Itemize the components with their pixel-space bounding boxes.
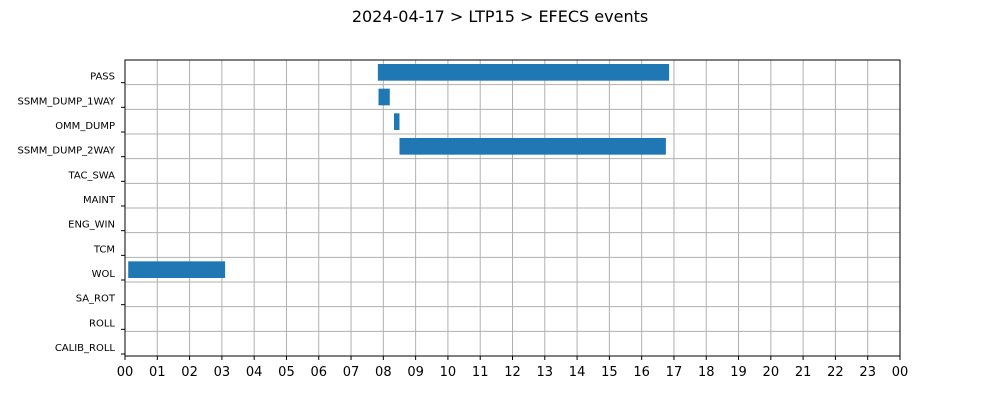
x-tick-label: 04 xyxy=(246,365,263,380)
chart-title: 2024-04-17 > LTP15 > EFECS events xyxy=(352,7,648,26)
x-tick-label: 06 xyxy=(310,365,327,380)
x-tick-label: 05 xyxy=(278,365,295,380)
x-tick-label: 18 xyxy=(698,365,715,380)
x-tick-label: 17 xyxy=(666,365,683,380)
bar-omm-dump xyxy=(393,113,400,130)
y-tick-label: WOL xyxy=(92,269,116,280)
x-tick-label: 19 xyxy=(730,365,747,380)
x-tick-label: 11 xyxy=(472,365,489,380)
x-tick-label: 02 xyxy=(181,365,198,380)
grid-layer xyxy=(124,60,901,356)
x-tick-label: 00 xyxy=(892,365,909,380)
y-tick-label: OMM_DUMP xyxy=(55,121,115,132)
bar-ssmm-dump-1way xyxy=(378,88,390,106)
x-tick-label: 00 xyxy=(117,365,134,380)
x-tick-label: 20 xyxy=(763,365,780,380)
x-tick-label: 16 xyxy=(633,365,650,380)
axis-layer: PASS SSMM_DUMP_1WAY OMM_DUMP SSMM_DUMP_2WAY… xyxy=(17,59,909,380)
x-tick-label: 01 xyxy=(149,365,166,380)
bar-wol xyxy=(128,261,226,278)
x-tick-label: 13 xyxy=(537,365,554,380)
x-tick-label: 14 xyxy=(569,365,586,380)
x-tick-label: 03 xyxy=(214,365,231,380)
y-tick-label: TAC_SWA xyxy=(67,170,115,181)
y-tick-label: CALIB_ROLL xyxy=(55,343,116,354)
x-tick-label: 08 xyxy=(375,365,392,380)
x-tick-label: 10 xyxy=(440,365,457,380)
x-tick-label: 09 xyxy=(407,365,424,380)
x-tick-label: 15 xyxy=(601,365,618,380)
x-tick-label: 21 xyxy=(795,365,812,380)
y-tick-label: ENG_WIN xyxy=(68,220,115,231)
x-tick-label: 23 xyxy=(859,365,876,380)
y-tick-label: ROLL xyxy=(89,318,115,329)
x-tick-label: 12 xyxy=(504,365,521,380)
bar-layer xyxy=(128,64,670,278)
x-tick-label: 07 xyxy=(343,365,360,380)
y-tick-label: SSMM_DUMP_2WAY xyxy=(17,146,115,157)
bar-ssmm-dump-2way xyxy=(399,138,666,155)
y-tick-label: PASS xyxy=(90,72,115,83)
y-tick-label: TCM xyxy=(93,244,115,255)
y-tick-label: SA_ROT xyxy=(76,294,116,305)
bar-pass xyxy=(377,64,670,81)
y-tick-label: SSMM_DUMP_1WAY xyxy=(17,96,115,107)
x-tick-label: 22 xyxy=(827,365,844,380)
y-tick-label: MAINT xyxy=(83,195,116,206)
